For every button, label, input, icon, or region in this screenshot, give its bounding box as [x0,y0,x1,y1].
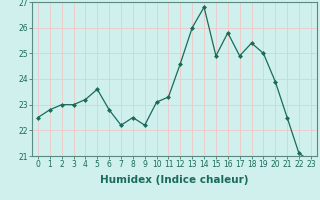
X-axis label: Humidex (Indice chaleur): Humidex (Indice chaleur) [100,175,249,185]
